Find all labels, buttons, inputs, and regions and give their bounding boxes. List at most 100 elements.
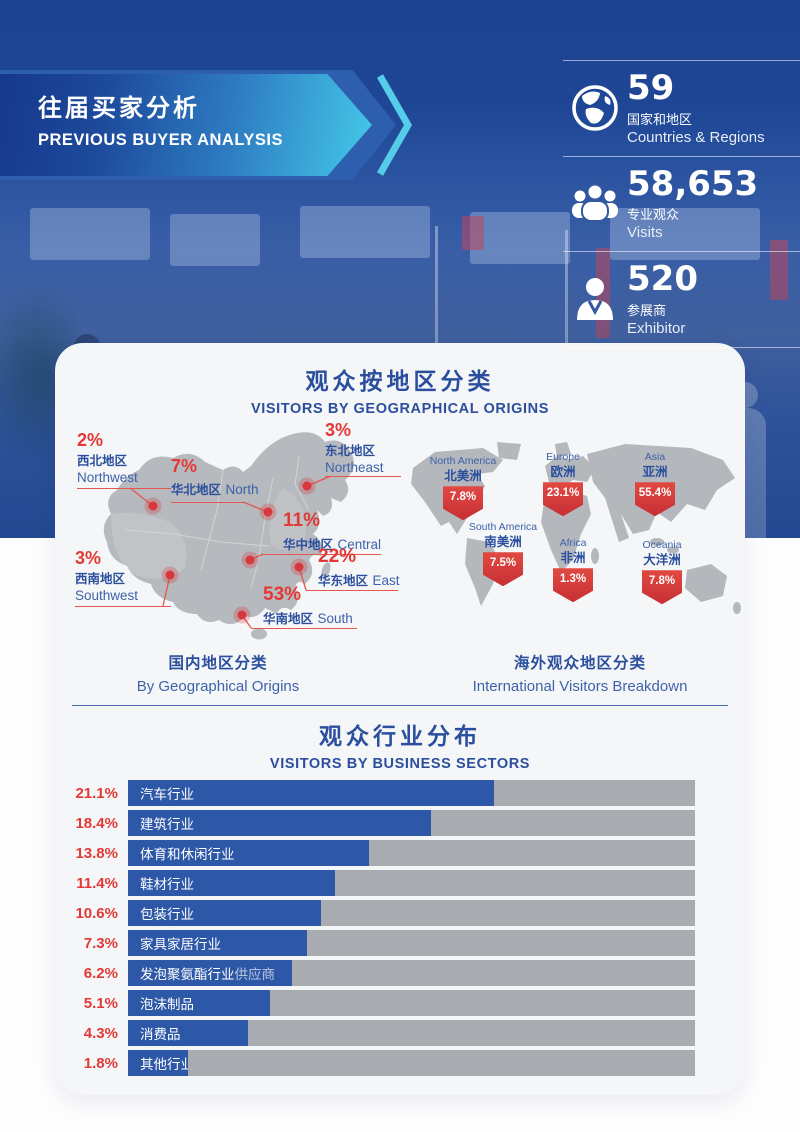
sector-bar-fill: 泡沫制品 — [128, 990, 270, 1016]
region-label-northeast: 3% 东北地区 Northeast — [325, 420, 384, 476]
continent-en: Asia — [644, 451, 666, 463]
sector-pct: 5.1% — [83, 994, 118, 1012]
pct-badge: 55.4% — [635, 482, 675, 517]
sector-label: 体育和休闲行业 — [140, 847, 235, 862]
sector-row: 6.2% 发泡聚氨酯行业 供应商 — [55, 960, 745, 986]
pct-badge: 1.3% — [553, 568, 593, 603]
region-pct: 11% — [283, 510, 320, 531]
sector-label: 家具家居行业 — [140, 937, 221, 952]
stat-label-en: Exhibitor — [627, 320, 686, 338]
continent-north-america: North America 北美洲 7.8% — [424, 455, 502, 521]
sector-pct: 7.3% — [83, 934, 118, 952]
sector-bar-track: 包装行业 — [128, 900, 695, 926]
sector-bar-track: 家具家居行业 — [128, 930, 695, 956]
sector-row: 11.4% 鞋材行业 — [55, 870, 745, 896]
geo-title-zh: 观众按地区分类 — [305, 368, 495, 394]
continent-pct: 55.4% — [638, 487, 672, 500]
china-map — [103, 432, 354, 640]
sector-bar-track: 发泡聚氨酯行业 供应商 — [128, 960, 695, 986]
sector-bar-track: 其他行业 — [128, 1050, 695, 1076]
region-dots — [144, 477, 316, 624]
continent-en: Europe — [546, 451, 580, 463]
sector-row: 18.4% 建筑行业 — [55, 810, 745, 836]
continent-oceania: Oceania 大洋洲 7.8% — [623, 539, 701, 605]
sector-pct: 10.6% — [75, 904, 118, 922]
continent-south-america: South America 南美洲 7.5% — [464, 521, 542, 587]
continent-zh: 欧洲 — [550, 464, 576, 479]
caption-en: International Visitors Breakdown — [472, 678, 688, 695]
region-zh: 华中地区 — [283, 537, 334, 552]
sector-row: 5.1% 泡沫制品 — [55, 990, 745, 1016]
continent-en: Oceania — [642, 539, 682, 551]
sector-bar-fill: 汽车行业 — [128, 780, 494, 806]
sector-bar-fill: 体育和休闲行业 — [128, 840, 369, 866]
continent-pct: 7.8% — [648, 575, 676, 588]
booth-shape — [300, 206, 430, 258]
continent-zh: 南美洲 — [484, 534, 522, 549]
sectors-section-title: 观众行业分布 VISITORS BY BUSINESS SECTORS — [55, 717, 745, 772]
world-map-figure: North America 北美洲 7.8% Europe 欧洲 23.1% A… — [405, 438, 745, 623]
region-label-east: 22% 华东地区 East — [318, 546, 399, 590]
sector-pct: 21.1% — [75, 784, 118, 802]
stat-label-zh: 参展商 — [627, 303, 667, 319]
region-en: South — [317, 610, 353, 626]
region-pct: 7% — [171, 456, 198, 476]
sector-bar-track: 汽车行业 — [128, 780, 695, 806]
sector-bar-fill: 发泡聚氨酯行业 供应商 — [128, 960, 293, 986]
region-pct: 53% — [263, 584, 302, 605]
region-label-northwest: 2% 西北地区 Northwest — [77, 430, 138, 486]
sectors-title-en: VISITORS BY BUSINESS SECTORS — [269, 756, 531, 772]
booth-shape — [170, 214, 260, 266]
stat-label-en: Visits — [627, 224, 663, 242]
sector-label-suffix: 供应商 — [234, 967, 276, 982]
exhibitor-icon — [569, 274, 627, 326]
sector-label: 汽车行业 — [140, 787, 194, 802]
globe-icon — [569, 82, 627, 134]
region-en: Central — [337, 536, 381, 552]
continent-zh: 亚洲 — [642, 464, 668, 479]
sector-pct: 1.8% — [83, 1054, 118, 1072]
sector-row: 13.8% 体育和休闲行业 — [55, 840, 745, 866]
continent-en: Africa — [559, 537, 587, 549]
sector-bar-track: 建筑行业 — [128, 810, 695, 836]
label-underline — [325, 476, 401, 477]
sector-bar-fill: 鞋材行业 — [128, 870, 335, 896]
stat-visits: 58,653 专业观众 Visits — [563, 155, 800, 252]
region-label-central: 11% 华中地区 Central — [283, 510, 381, 554]
sector-label: 鞋材行业 — [140, 877, 194, 892]
continent-zh: 北美洲 — [444, 468, 482, 483]
booth-shape — [30, 208, 150, 260]
region-label-north: 7% 华北地区 North — [171, 456, 258, 499]
region-pct: 2% — [77, 430, 104, 450]
sector-pct: 11.4% — [76, 874, 118, 892]
section-divider — [72, 705, 728, 706]
sectors-bar-chart: 21.1% 汽车行业 18.4% 建筑行业 13.8% 体育和休闲行业 11.4… — [55, 780, 745, 1080]
hainan-island-shape — [251, 628, 267, 640]
region-en: Southwest — [75, 588, 139, 604]
continent-zh: 非洲 — [560, 550, 586, 565]
sector-bar-fill: 其他行业 — [128, 1050, 189, 1076]
booth-banner-shape — [462, 216, 484, 250]
stat-label-en: Countries & Regions — [627, 128, 765, 146]
label-underline — [77, 488, 171, 489]
continent-en: North America — [429, 455, 497, 467]
sector-row: 10.6% 包装行业 — [55, 900, 745, 926]
visitors-icon — [569, 179, 627, 229]
sector-pct: 13.8% — [75, 844, 118, 862]
key-stats: 59 国家和地区 Countries & Regions 58,653 专业观众 — [563, 60, 800, 349]
sector-pct: 18.4% — [75, 814, 118, 832]
continent-asia: Asia 亚洲 55.4% — [616, 451, 694, 517]
continent-pct: 7.5% — [489, 557, 517, 570]
title-banner: 往届买家分析 PREVIOUS BUYER ANALYSIS — [0, 70, 420, 180]
caption-zh: 海外观众地区分类 — [513, 655, 646, 672]
page-title-zh: 往届买家分析 — [38, 95, 200, 122]
region-en: Northeast — [325, 460, 384, 476]
region-pct: 22% — [318, 546, 357, 567]
continent-en: South America — [468, 521, 538, 533]
pct-badge: 7.8% — [443, 486, 483, 521]
continent-europe: Europe 欧洲 23.1% — [524, 451, 602, 517]
sector-bar-track: 消费品 — [128, 1020, 695, 1046]
continent-africa: Africa 非洲 1.3% — [534, 537, 612, 603]
region-en: Northwest — [77, 470, 138, 486]
booth-shape — [470, 212, 570, 264]
